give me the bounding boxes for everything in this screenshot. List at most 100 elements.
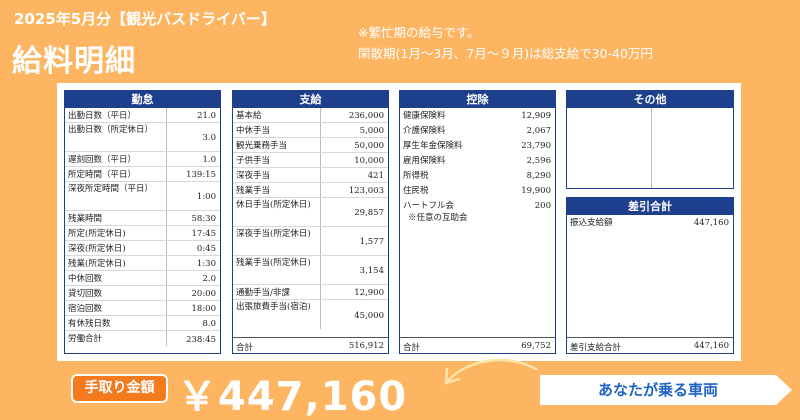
payment-row: 子供手当 10,000	[233, 153, 388, 168]
payment-value: 1,577	[359, 237, 384, 247]
deduction-value: 200	[534, 201, 551, 211]
attendance-value: 139:15	[186, 170, 216, 180]
payment-label: 子供手当	[233, 153, 321, 167]
attendance-label: 宿泊回数	[65, 301, 167, 315]
deduction-row: 厚生年金保険料 23,790	[403, 140, 551, 152]
attendance-row: 中休回数 2.0	[65, 271, 220, 286]
attendance-rows: 出勤日数（平日） 21.0 出勤日数（所定休日） 3.0 遅刻回数（平日） 1.0 所…	[65, 108, 220, 346]
deduction-total-value: 69,752	[521, 341, 551, 351]
deduction-label: 介護保険料	[403, 126, 446, 136]
attendance-header: 勤怠	[65, 91, 220, 108]
attendance-row: 労働合計 238:45	[65, 331, 220, 346]
vehicle-banner-arrow[interactable]	[540, 375, 792, 405]
attendance-value: 8.0	[202, 319, 216, 329]
attendance-row: 深夜所定時間（平日） 1:00	[65, 182, 220, 211]
attendance-row: 残業(所定休日) 1:30	[65, 256, 220, 271]
payment-value: 123,003	[348, 186, 384, 196]
other-divider	[651, 108, 652, 188]
deduction-value: 8,290	[526, 171, 551, 181]
attendance-value: 0:45	[196, 244, 216, 254]
attendance-value: 238:45	[186, 334, 216, 345]
attendance-label: 残業時間	[65, 211, 167, 225]
attendance-row: 所定時間（平日） 139:15	[65, 167, 220, 182]
payment-value: 45,000	[354, 310, 384, 321]
take-home-amount: ￥447,160	[177, 374, 408, 420]
payment-row: 残業手当(所定休日) 3,154	[233, 256, 388, 285]
attendance-value: 3.0	[202, 133, 216, 143]
attendance-label: 深夜所定時間（平日）	[65, 182, 167, 210]
deduction-value: 2,596	[526, 156, 551, 166]
deduction-value: 23,790	[521, 141, 551, 151]
payment-row: 深夜手当(所定休日) 1,577	[233, 227, 388, 256]
attendance-label: 残業(所定休日)	[65, 256, 167, 270]
attendance-label: 有休残日数	[65, 316, 167, 330]
net-row: 振込支給額 447,160	[567, 215, 733, 229]
attendance-label: 出勤日数（平日）	[65, 108, 167, 122]
attendance-value: 21.0	[197, 111, 216, 121]
deduction-value: 19,900	[521, 186, 551, 196]
net-total-label: 差引支給合計	[570, 343, 622, 353]
take-home-label: 手取り金額	[71, 374, 168, 403]
payment-row: 通勤手当/非課 12,900	[233, 285, 388, 300]
deduction-label: ハートフル会	[403, 201, 455, 211]
attendance-row: 遅刻回数（平日） 1.0	[65, 152, 220, 167]
net-value: 447,160	[693, 218, 729, 228]
payment-value: 29,857	[354, 208, 384, 218]
net-total-value: 447,160	[693, 341, 729, 351]
note-line-1: ※繁忙期の給与です。	[358, 25, 480, 40]
deduction-label: 健康保険料	[403, 111, 446, 121]
payment-rows: 基本給 236,000 中休手当 5,000 観光乗務手当 50,000 子供手当 10…	[233, 108, 388, 329]
vehicle-link[interactable]: あなたが乗る車両	[597, 381, 718, 399]
payment-row: 基本給 236,000	[233, 108, 388, 123]
attendance-label: 深夜(所定休日)	[65, 241, 167, 255]
attendance-label: 中休回数	[65, 271, 167, 285]
payment-value: 10,000	[354, 156, 384, 166]
payslip-sheet: 勤怠 出勤日数（平日） 21.0 出勤日数（所定休日） 3.0 遅刻回数（平日） 1.…	[57, 83, 741, 361]
deduction-rows: 健康保険料 12,909 介護保険料 2,067 厚生年金保険料 23,790 雇用保…	[400, 108, 555, 224]
payment-label: 通勤手当/非課	[233, 285, 321, 299]
deduction-row: 所得税 8,290	[403, 170, 551, 182]
payment-value: 50,000	[354, 141, 384, 151]
attendance-row: 出勤日数（所定休日） 3.0	[65, 123, 220, 152]
deduction-row: 健康保険料 12,909	[403, 110, 551, 122]
mutual-aid-note: ※任意の互助会	[408, 213, 468, 223]
payment-total-value: 516,912	[348, 341, 384, 351]
other-header: その他	[567, 91, 733, 108]
season-note: ※繁忙期の給与です。 閑散期(1月～3月、7月～９月)は総支給で30-40万円	[358, 22, 653, 64]
net-label: 振込支給額	[570, 218, 613, 228]
attendance-row: 残業時間 58:30	[65, 211, 220, 226]
attendance-value: 1:00	[196, 192, 216, 202]
attendance-row: 宿泊回数 18:00	[65, 301, 220, 316]
attendance-value: 1.0	[202, 155, 216, 165]
deduction-row: 住民税 19,900	[403, 185, 551, 197]
payment-row: 休日手当(所定休日) 29,857	[233, 198, 388, 227]
attendance-row: 有休残日数 8.0	[65, 316, 220, 331]
deduction-total-row: 合計 69,752	[400, 337, 555, 353]
payment-row: 観光乗務手当 50,000	[233, 138, 388, 153]
deduction-row: 雇用保険料 2,596	[403, 155, 551, 167]
payment-value: 3,154	[359, 266, 384, 276]
payment-row: 深夜手当 421	[233, 168, 388, 183]
payment-total-row: 合計 516,912	[233, 337, 388, 353]
deduction-label: 雇用保険料	[403, 156, 446, 166]
attendance-label: 貸切回数	[65, 286, 167, 300]
deduction-header: 控除	[400, 91, 555, 108]
attendance-label: 所定(所定休日)	[65, 226, 167, 240]
deduction-label: 所得税	[403, 171, 429, 181]
header-subtitle: 2025年5月分【観光バスドライバー】	[14, 10, 276, 28]
payment-total-label: 合計	[236, 343, 254, 353]
attendance-value: 17:45	[191, 229, 217, 239]
payment-label: 基本給	[233, 108, 321, 122]
attendance-row: 深夜(所定休日) 0:45	[65, 241, 220, 256]
payment-label: 残業手当	[233, 183, 321, 197]
attendance-value: 20:00	[191, 289, 217, 299]
deduction-value: 2,067	[526, 126, 551, 136]
deduction-label: 住民税	[403, 186, 429, 196]
payment-label: 深夜手当(所定休日)	[233, 227, 321, 255]
attendance-row: 貸切回数 20:00	[65, 286, 220, 301]
attendance-label: 労働合計	[65, 331, 167, 346]
deduction-row: 介護保険料 2,067	[403, 125, 551, 137]
attendance-value: 58:30	[191, 214, 217, 224]
deduction-total-label: 合計	[403, 343, 421, 353]
payment-row: 残業手当 123,003	[233, 183, 388, 198]
